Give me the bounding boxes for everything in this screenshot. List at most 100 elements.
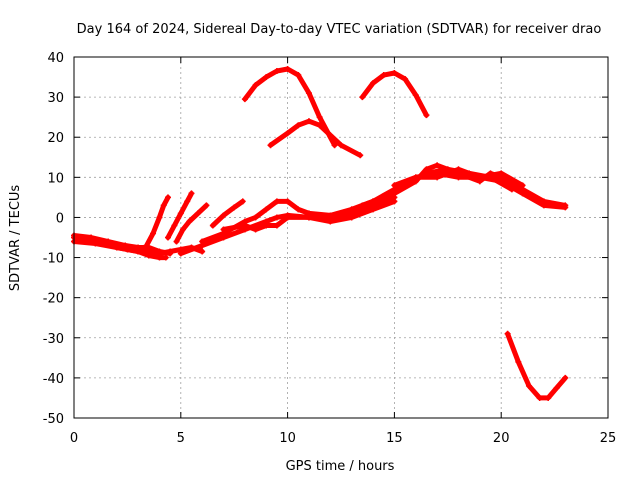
y-tick-label: -20 xyxy=(43,292,64,307)
data-point xyxy=(273,214,280,221)
data-point xyxy=(519,182,526,189)
data-point xyxy=(199,248,206,255)
data-point xyxy=(124,246,131,253)
x-axis-label: GPS time / hours xyxy=(286,459,395,474)
data-point xyxy=(88,234,95,241)
data-point xyxy=(423,112,430,119)
data-point xyxy=(305,90,312,97)
x-tick-label: 10 xyxy=(279,431,296,446)
data-point xyxy=(273,222,280,229)
x-tick-label: 15 xyxy=(386,431,403,446)
series-line-rise-a xyxy=(144,194,171,248)
data-point xyxy=(186,218,193,225)
data-point xyxy=(295,72,302,79)
series-line-arc-mid xyxy=(268,118,363,158)
y-tick-label: 20 xyxy=(47,131,64,146)
chart-title: Day 164 of 2024, Sidereal Day-to-day VTE… xyxy=(77,22,602,37)
data-point xyxy=(434,174,441,181)
data-point xyxy=(504,330,511,337)
data-point xyxy=(562,374,569,381)
data-point xyxy=(536,394,543,401)
data-point xyxy=(184,198,191,205)
data-point xyxy=(267,142,274,149)
data-point xyxy=(164,234,171,241)
data-point xyxy=(316,122,323,129)
data-point xyxy=(434,162,441,169)
data-point xyxy=(209,222,216,229)
data-point xyxy=(545,394,552,401)
data-point xyxy=(391,190,398,197)
data-point xyxy=(263,206,270,213)
data-point xyxy=(508,186,515,193)
data-point xyxy=(273,198,280,205)
data-point xyxy=(476,174,483,181)
data-point xyxy=(231,204,238,211)
data-point xyxy=(391,198,398,205)
data-point xyxy=(402,76,409,83)
data-point xyxy=(391,70,398,77)
plot-frame xyxy=(73,56,609,419)
data-point xyxy=(156,250,163,257)
data-point xyxy=(173,238,180,245)
data-point xyxy=(220,226,227,233)
data-point xyxy=(412,92,419,99)
series-line-rise-d xyxy=(210,198,246,228)
data-point xyxy=(380,72,387,79)
data-point xyxy=(327,218,334,225)
series-line-mid-2 xyxy=(199,198,376,244)
data-point xyxy=(284,214,291,221)
data-point xyxy=(370,206,377,213)
data-point xyxy=(203,202,210,209)
data-point xyxy=(164,194,171,201)
data-point xyxy=(263,222,270,229)
data-point xyxy=(252,82,259,89)
data-point xyxy=(252,226,259,233)
data-point xyxy=(273,68,280,75)
data-point xyxy=(498,170,505,177)
data-point xyxy=(167,248,174,255)
data-point xyxy=(316,114,323,121)
data-point xyxy=(295,206,302,213)
data-point xyxy=(113,244,120,251)
data-point xyxy=(370,80,377,87)
y-tick-label: 10 xyxy=(47,171,64,186)
data-point xyxy=(553,384,560,391)
series-line-base-3 xyxy=(71,239,205,256)
data-point xyxy=(239,198,246,205)
data-point xyxy=(391,182,398,189)
data-point xyxy=(359,94,366,101)
y-tick-label: 30 xyxy=(47,91,64,106)
data-point xyxy=(327,132,334,139)
data-point xyxy=(331,142,338,149)
data-point xyxy=(284,66,291,73)
data-point xyxy=(412,174,419,181)
data-point xyxy=(199,238,206,245)
data-point xyxy=(348,214,355,221)
series-layer xyxy=(71,66,569,401)
data-point xyxy=(562,202,569,209)
data-point xyxy=(179,226,186,233)
data-point xyxy=(284,130,291,137)
data-point xyxy=(263,74,270,81)
y-tick-label: 40 xyxy=(47,51,64,66)
data-point xyxy=(143,242,150,249)
data-point xyxy=(220,212,227,219)
y-tick-label: -50 xyxy=(43,412,64,427)
y-tick-label: -30 xyxy=(43,332,64,347)
data-point xyxy=(525,382,532,389)
data-point xyxy=(540,198,547,205)
data-point xyxy=(92,240,99,247)
data-point xyxy=(327,212,334,219)
grid-layer xyxy=(74,57,608,418)
data-point xyxy=(305,118,312,125)
data-point xyxy=(455,166,462,173)
data-point xyxy=(194,210,201,217)
series-line-mid-1 xyxy=(178,194,397,256)
data-point xyxy=(135,248,142,255)
data-point xyxy=(241,222,248,229)
data-point xyxy=(348,206,355,213)
data-point xyxy=(423,166,430,173)
data-point xyxy=(357,152,364,159)
tick-layer: 0 5 10 15 20 25 -50 -40 -30 -20 -10 0 10 20 30 40 xyxy=(43,51,617,446)
series-line-late-3 xyxy=(370,162,568,208)
